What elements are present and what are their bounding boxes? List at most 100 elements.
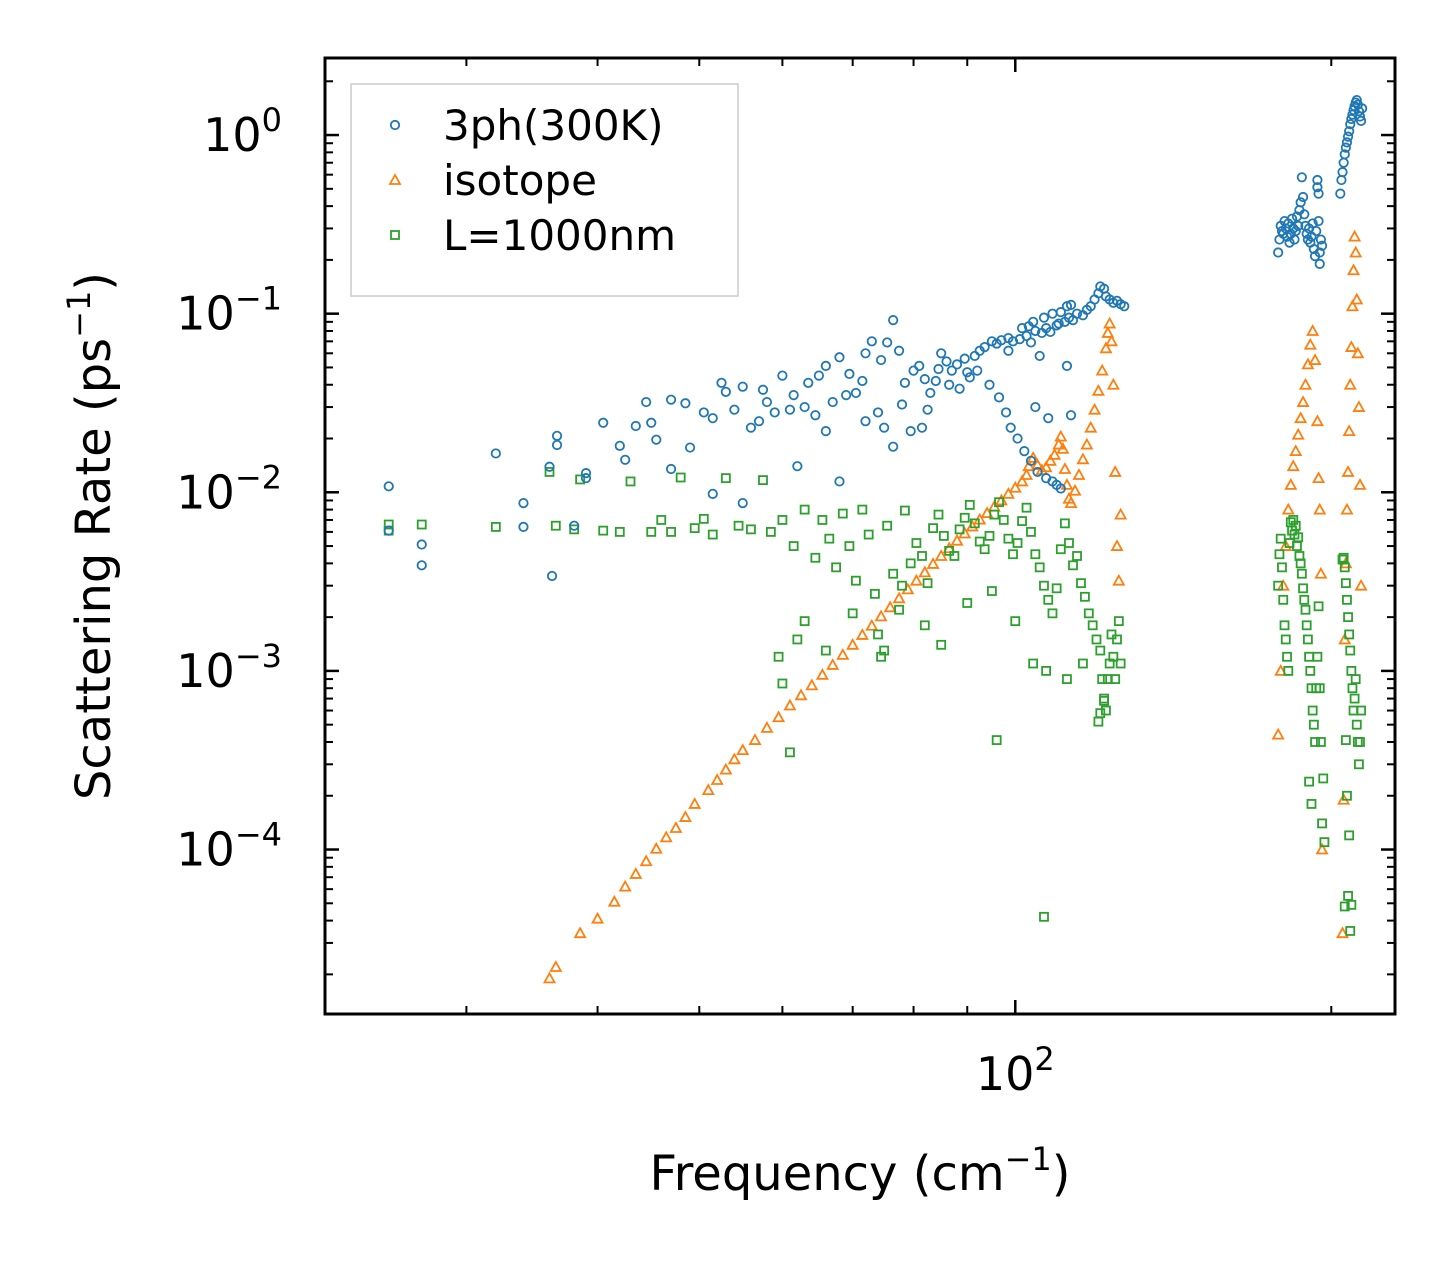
data-point bbox=[1355, 115, 1367, 127]
data-point bbox=[1286, 459, 1300, 472]
data-point bbox=[1342, 790, 1352, 801]
data-point bbox=[1291, 427, 1305, 440]
data-point bbox=[905, 426, 916, 437]
data-point bbox=[1282, 651, 1292, 662]
series-isotope bbox=[542, 229, 1368, 984]
data-point bbox=[824, 533, 835, 544]
data-point bbox=[748, 733, 762, 745]
data-point bbox=[1039, 460, 1053, 473]
data-point bbox=[1339, 562, 1350, 573]
data-point bbox=[646, 417, 657, 428]
data-point bbox=[788, 541, 799, 551]
x-tick-label: 102 bbox=[976, 1040, 1055, 1101]
data-point bbox=[1312, 182, 1323, 193]
data-point bbox=[1005, 422, 1016, 433]
data-point bbox=[959, 512, 970, 523]
data-point bbox=[897, 580, 907, 591]
data-point bbox=[850, 387, 862, 399]
data-point bbox=[1345, 119, 1356, 130]
data-point bbox=[1106, 629, 1117, 640]
data-point bbox=[546, 570, 558, 582]
data-point bbox=[598, 417, 609, 428]
data-point bbox=[665, 394, 677, 405]
data-point bbox=[1097, 674, 1108, 684]
data-point bbox=[930, 375, 941, 387]
data-point bbox=[1340, 502, 1354, 515]
data-point bbox=[1340, 735, 1351, 745]
data-point bbox=[972, 365, 983, 376]
data-point bbox=[1048, 448, 1062, 460]
data-point bbox=[573, 926, 587, 939]
data-point bbox=[874, 609, 888, 622]
data-point bbox=[1299, 209, 1310, 220]
data-point bbox=[1062, 674, 1072, 684]
y-axis-title: Scattering Rate (ps−1) bbox=[60, 272, 122, 800]
data-point bbox=[1339, 901, 1350, 912]
data-point bbox=[1054, 429, 1068, 442]
data-point bbox=[974, 536, 985, 547]
y-tick-label: 10−2 bbox=[176, 458, 282, 519]
data-point bbox=[1317, 818, 1327, 829]
x-axis-title: Frequency (cm−1) bbox=[649, 1140, 1070, 1202]
data-point bbox=[1284, 478, 1298, 490]
data-point bbox=[826, 658, 840, 670]
data-point bbox=[1296, 568, 1307, 579]
y-tick-label: 100 bbox=[203, 101, 282, 162]
data-point bbox=[863, 529, 874, 540]
data-point bbox=[1349, 245, 1363, 258]
data-point bbox=[1003, 345, 1014, 356]
data-point bbox=[1314, 683, 1325, 694]
data-point bbox=[1355, 737, 1365, 747]
data-point bbox=[777, 515, 788, 525]
data-point bbox=[810, 552, 821, 563]
data-point bbox=[1047, 608, 1058, 619]
data-point bbox=[1357, 103, 1368, 114]
data-point bbox=[1110, 674, 1121, 684]
data-point bbox=[799, 616, 810, 627]
data-point bbox=[954, 524, 965, 535]
data-point bbox=[773, 651, 784, 662]
data-point bbox=[1288, 223, 1299, 234]
data-point bbox=[847, 608, 858, 619]
legend-label: 3ph(300K) bbox=[443, 101, 663, 150]
data-point bbox=[383, 481, 394, 492]
data-point bbox=[1337, 167, 1348, 178]
data-point bbox=[820, 426, 831, 437]
data-point bbox=[1039, 580, 1049, 591]
data-point bbox=[1341, 465, 1355, 477]
data-point bbox=[918, 565, 932, 578]
data-point bbox=[1303, 337, 1317, 350]
data-point bbox=[1304, 776, 1314, 787]
data-point bbox=[698, 513, 709, 524]
data-point bbox=[769, 407, 780, 418]
data-point bbox=[758, 475, 768, 486]
data-point bbox=[834, 352, 845, 363]
data-point bbox=[1110, 539, 1124, 551]
y-tick-label: 10−3 bbox=[176, 637, 282, 698]
data-point bbox=[1354, 759, 1364, 770]
data-point bbox=[614, 527, 625, 537]
data-point bbox=[888, 568, 899, 579]
data-point bbox=[817, 515, 828, 525]
data-point bbox=[1351, 719, 1362, 730]
data-point bbox=[1344, 830, 1355, 841]
data-point bbox=[1319, 837, 1330, 848]
data-point bbox=[962, 598, 973, 608]
data-point bbox=[1351, 346, 1365, 359]
data-point bbox=[1308, 719, 1319, 730]
data-point bbox=[1112, 573, 1126, 586]
data-point bbox=[1091, 383, 1105, 396]
data-point bbox=[1301, 620, 1312, 631]
data-point bbox=[1108, 465, 1122, 477]
data-point bbox=[760, 720, 774, 733]
data-point bbox=[1043, 413, 1054, 424]
data-point bbox=[1306, 324, 1320, 336]
data-point bbox=[591, 911, 605, 924]
data-point bbox=[716, 377, 727, 388]
data-point bbox=[888, 315, 899, 326]
data-point bbox=[1290, 225, 1301, 237]
data-point bbox=[416, 560, 427, 571]
data-point bbox=[1340, 142, 1351, 153]
data-point bbox=[820, 360, 831, 372]
data-point bbox=[908, 365, 919, 376]
